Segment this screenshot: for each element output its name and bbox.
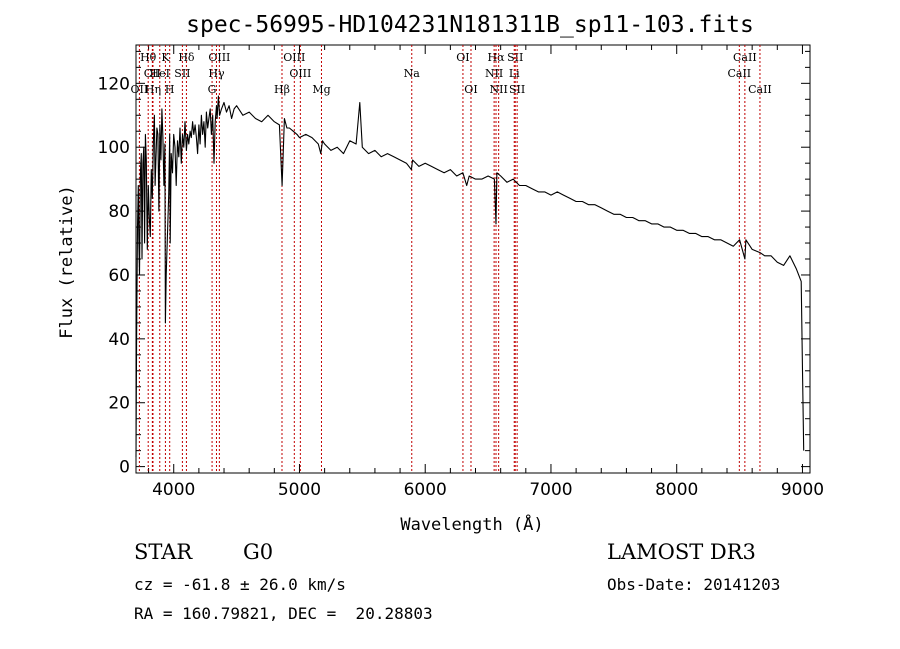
y-tick-label: 20 [108,394,130,414]
emission-line-label: Hη [145,83,161,96]
y-tick-label: 60 [108,266,130,286]
spectrum-line [135,95,805,458]
emission-line-label: Hθ [140,51,157,64]
object-class: STAR [134,540,193,564]
object-subclass: G0 [243,540,274,564]
emission-line-label: Hα [487,51,505,64]
emission-line-label: Hβ [274,83,290,96]
emission-line-label: SII [507,51,523,64]
emission-line-label: OIII [289,67,311,80]
emission-line-label: SII [509,83,525,96]
emission-line-label: Mg [312,83,330,96]
emission-line-label: H [165,83,175,96]
emission-line-label: CaII [748,83,772,96]
x-tick-label: 8000 [655,480,698,500]
emission-line-label: Li [509,67,520,80]
emission-line-label: CaII [727,67,751,80]
observation-date: Obs-Date: 20141203 [607,575,781,594]
x-tick-label: 4000 [152,480,195,500]
emission-line-label: Na [404,67,421,80]
emission-line-label: NII [485,67,503,80]
chart-title: spec-56995-HD104231N181311B_sp11-103.fit… [186,12,754,38]
ra-dec-coordinates: RA = 160.79821, DEC = 20.28803 [134,604,433,623]
x-tick-label: 5000 [278,480,321,500]
emission-line-label: OIII [283,51,305,64]
y-tick-label: 120 [98,74,130,94]
emission-line-label: OII [131,83,149,96]
emission-line-label: Hγ [208,67,225,80]
emission-line-label: SII [174,67,190,80]
redshift-velocity: cz = -61.8 ± 26.0 km/s [134,575,346,594]
x-axis-label: Wavelength (Å) [400,513,543,535]
emission-line-label: CII [144,67,161,80]
y-tick-label: 0 [119,458,130,478]
plot-frame [135,44,811,474]
emission-line-label: Hδ [178,51,195,64]
y-axis-label: Flux (relative) [57,185,77,339]
survey-name: LAMOST DR3 [607,540,756,564]
y-tick-label: 100 [98,138,130,158]
emission-line-label: OI [464,83,477,96]
emission-line-label: CaII [733,51,757,64]
plot-area: 4000 5000 6000 7000 8000 9000 0 20 40 60 80 100 120 H… [98,44,824,500]
y-tick-label: 40 [108,330,130,350]
emission-line-label: OIII [208,51,230,64]
x-tick-label: 6000 [404,480,447,500]
spectrum-chart: spec-56995-HD104231N181311B_sp11-103.fit… [57,12,824,535]
emission-line-label: NII [489,83,507,96]
x-tick-label: 9000 [781,480,824,500]
emission-line-label: OI [456,51,469,64]
x-tick-label: 7000 [529,480,572,500]
emission-line-label: G [208,83,217,96]
emission-line-label: HeI [150,67,170,80]
emission-line-label: K [161,51,170,64]
y-tick-label: 80 [108,202,130,222]
